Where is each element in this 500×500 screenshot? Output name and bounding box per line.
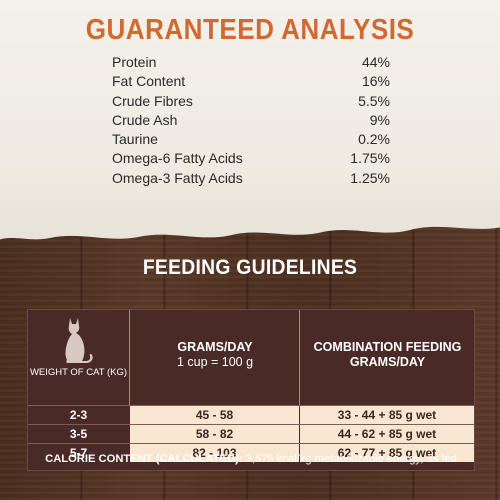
grams-cell: 45 - 58	[130, 406, 299, 424]
analysis-name: Protein	[112, 54, 157, 70]
calorie-value: 3,575 kcal/kg metabolizable energy, as f…	[245, 453, 457, 465]
weight-header: WEIGHT OF CAT (KG)	[28, 310, 129, 405]
combo-cell: 62 - 77 + 85 g wet	[300, 444, 474, 462]
analysis-value: 9%	[369, 111, 390, 128]
grams-cell: 82 - 103	[130, 444, 299, 462]
analysis-value: 0.2%	[358, 131, 390, 148]
table-row: 2-3 45 - 58 33 - 44 + 85 g wet	[28, 406, 474, 424]
analysis-row: Omega-6 Fatty Acids 1.75%	[112, 149, 390, 168]
analysis-row: Taurine 0.2%	[112, 130, 390, 149]
table-row: 5-7 82 - 103 62 - 77 + 85 g wet	[28, 444, 474, 462]
combo-header-line1: COMBINATION FEEDING	[313, 340, 462, 354]
analysis-row: Omega-3 Fatty Acids 1.25%	[112, 169, 390, 188]
cat-silhouette-icon	[65, 318, 93, 363]
paper-background	[0, 0, 500, 232]
weight-header-label: WEIGHT OF CAT (KG)	[29, 367, 128, 378]
weight-cell: 5-7	[28, 444, 129, 462]
grams-cell: 58 - 82	[130, 425, 299, 443]
guaranteed-analysis-title: GUARANTEED ANALYSIS	[85, 14, 415, 46]
analysis-name: Fat Content	[112, 73, 186, 90]
analysis-value: 5.5%	[358, 92, 390, 109]
analysis-row: Protein 44%	[112, 53, 390, 72]
row-divider	[28, 443, 474, 444]
row-divider	[28, 405, 474, 406]
weight-cell: 2-3	[28, 406, 129, 424]
grams-header: GRAMS/DAY 1 cup = 100 g	[129, 310, 300, 405]
guaranteed-analysis-list: Protein 44% Fat Content 16% Crude Fibres…	[112, 53, 390, 188]
analysis-row: Crude Ash 9%	[112, 111, 390, 130]
analysis-value: 1.25%	[350, 169, 390, 186]
combo-cell: 33 - 44 + 85 g wet	[300, 406, 474, 424]
table-row: 3-5 58 - 82 44 - 62 + 85 g wet	[28, 425, 474, 443]
feeding-table: WEIGHT OF CAT (KG) GRAMS/DAY 1 cup = 100…	[27, 309, 475, 471]
combo-header: COMBINATION FEEDING GRAMS/DAY	[299, 310, 475, 405]
weight-cell: 3-5	[28, 425, 129, 443]
row-divider	[28, 424, 474, 425]
analysis-name: Taurine	[112, 131, 158, 148]
combo-header-line2: GRAMS/DAY	[349, 355, 426, 369]
analysis-name: Crude Ash	[112, 111, 178, 128]
analysis-name: Omega-3 Fatty Acids	[112, 169, 243, 186]
analysis-value: 1.75%	[350, 150, 390, 167]
calorie-label: CALORIE CONTENT (CALCULATED):	[45, 453, 243, 465]
analysis-row: Crude Fibres 5.5%	[112, 92, 390, 111]
calorie-content: CALORIE CONTENT (CALCULATED): 3,575 kcal…	[28, 448, 474, 474]
grams-header-line2: 1 cup = 100 g	[176, 355, 254, 369]
torn-paper-edge-overlay	[0, 214, 500, 240]
analysis-value: 16%	[361, 73, 390, 90]
analysis-name: Omega-6 Fatty Acids	[112, 150, 243, 167]
analysis-row: Fat Content 16%	[112, 72, 390, 91]
grams-header-line1: GRAMS/DAY	[177, 340, 253, 354]
feeding-guidelines-title: FEEDING GUIDELINES	[142, 256, 358, 279]
analysis-name: Crude Fibres	[112, 92, 193, 109]
combo-cell: 44 - 62 + 85 g wet	[300, 425, 474, 443]
analysis-value: 44%	[361, 54, 390, 70]
